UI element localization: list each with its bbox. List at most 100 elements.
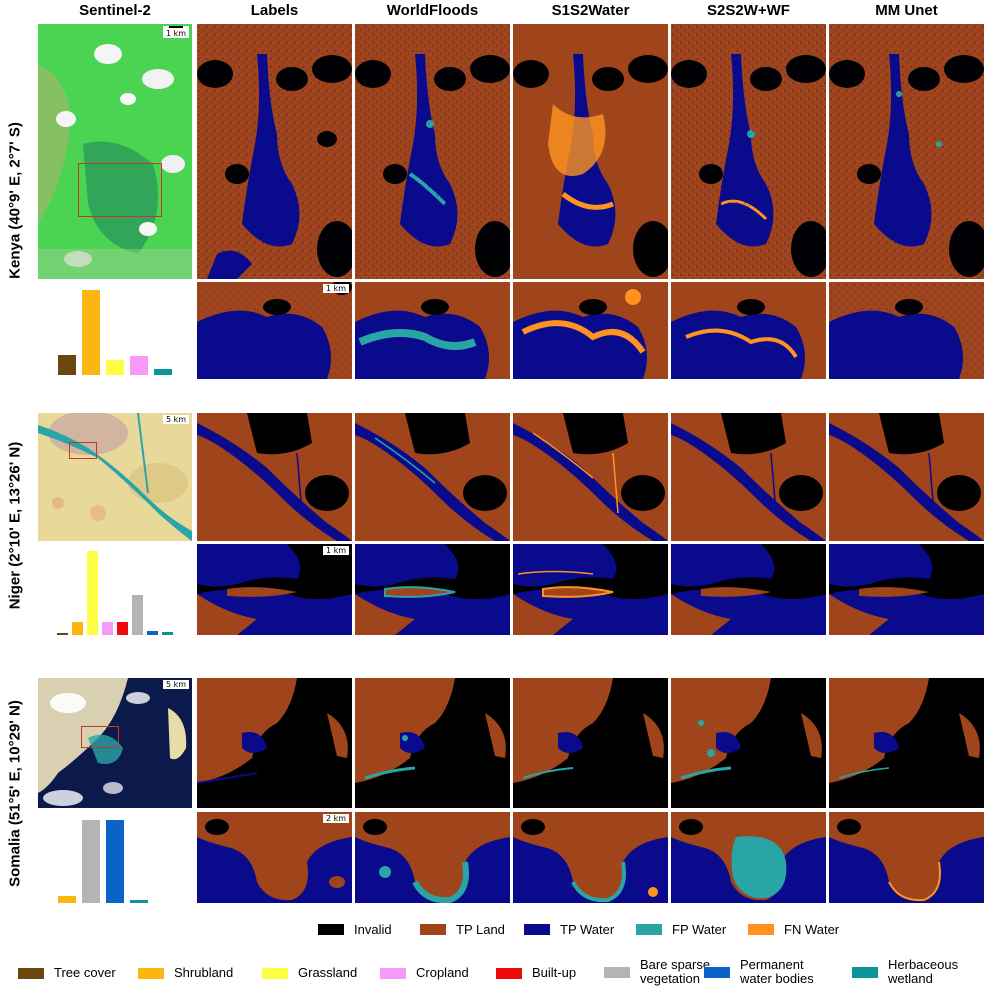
somalia-s1s2water-zoom [513,812,668,903]
legend-swatch [18,967,44,979]
legend-swatch [380,967,406,979]
scale-bar: 1 km [322,546,349,555]
zoom-region-box [78,163,162,217]
somalia-s2s2w-wf-zoom [671,812,826,903]
kenya-worldfloods-map [355,24,510,279]
niger-s1s2water-map [513,413,668,541]
somalia-mm-unet-zoom [829,812,984,903]
legend-label: Bare sparse vegetation [640,957,711,986]
kenya-s1s2water-map [513,24,668,279]
histogram-bar-permanent-water-bodies [105,819,125,903]
kenya-landcover-histogram [55,288,175,375]
kenya-s1s2water-zoom [513,282,668,379]
histogram-bar-built-up [116,622,129,635]
niger-mm-unet-zoom [829,544,984,635]
kenya-s2s2w-wf-map [671,24,826,279]
niger-labels-zoom: 1 km [197,544,352,635]
legend-swatch [262,967,288,979]
scale-bar: 1 km [162,26,189,38]
niger-s2s2w-wf-zoom [671,544,826,635]
column-header-s2s2w-wf: S2S2W+WF [707,2,790,19]
landcover-legend-item-permanent-water-bodies: Permanent water bodies [704,958,814,986]
histogram-bar-herbaceous-wetland [153,368,173,375]
scale-bar: 2 km [322,814,349,823]
niger-s2s2w-wf-map [671,413,826,541]
legend-label: FP Water [672,922,727,937]
kenya-sentinel2-image: 1 km [38,24,192,279]
legend-swatch [138,967,164,979]
kenya-mm-unet-zoom [829,282,984,379]
histogram-bar-cropland [129,355,149,375]
histogram-bar-herbaceous-wetland [161,632,174,635]
legend-label: Permanent water bodies [740,957,814,986]
zoom-region-box [81,726,119,748]
somalia-labels-zoom: 2 km [197,812,352,903]
somalia-worldfloods-zoom [355,812,510,903]
kenya-labels-zoom: 1 km [197,282,352,379]
somalia-s1s2water-map [513,678,668,808]
niger-landcover-histogram [55,551,175,635]
legend-item-invalid: Invalid [318,922,392,937]
legend-label: FN Water [784,922,840,937]
row-label-kenya: Kenya (40°9' E, 2°7' S) [6,122,24,279]
kenya-s2s2w-wf-zoom [671,282,826,379]
kenya-labels-map [197,24,352,279]
legend-swatch [852,966,878,978]
histogram-bar-shrubland [57,896,77,903]
niger-worldfloods-map [355,413,510,541]
scale-bar: 5 km [162,680,189,689]
niger-sentinel2-image: 5 km [38,413,192,541]
zoom-region-box [69,442,97,459]
histogram-bar-tree-cover [56,633,69,635]
column-header-labels: Labels [250,2,299,19]
landcover-legend-item-built-up: Built-up [496,966,576,980]
landcover-legend-item-cropland: Cropland [380,966,469,980]
somalia-landcover-histogram [55,818,175,903]
histogram-bar-shrubland [81,289,101,375]
histogram-bar-cropland [101,621,114,635]
landcover-legend-item-tree-cover: Tree cover [18,966,116,980]
scale-bar: 1 km [322,284,349,293]
histogram-bar-bare-sparse-vegetation [131,594,144,635]
legend-item-tp-land: TP Land [420,922,505,937]
legend-item-tp-water: TP Water [524,922,614,937]
niger-s1s2water-zoom [513,544,668,635]
legend-label: Tree cover [54,965,116,980]
histogram-bar-bare-sparse-vegetation [81,819,101,903]
column-header-worldfloods: WorldFloods [386,2,479,19]
landcover-legend: Tree cover Shrubland Grassland Cropland Buil… [0,955,1000,992]
column-header-s1s2water: S1S2Water [551,2,630,19]
legend-swatch [748,924,774,935]
landcover-legend-item-shrubland: Shrubland [138,966,233,980]
legend-swatch [420,924,446,935]
histogram-bar-herbaceous-wetland [129,900,149,903]
prediction-legend: Invalid TP Land TP Water FP Water FN Water [318,922,998,940]
histogram-bar-grassland [86,551,99,635]
legend-swatch [704,966,730,978]
legend-label: Herbaceous wetland [888,957,959,986]
legend-label: Invalid [354,922,392,937]
legend-swatch [496,967,522,979]
niger-mm-unet-map [829,413,984,541]
somalia-worldfloods-map [355,678,510,808]
legend-swatch [524,924,550,935]
row-label-somalia: Somalia (51°5' E, 10°29' N) [6,700,24,887]
histogram-bar-permanent-water-bodies [146,630,159,635]
legend-item-fp-water: FP Water [636,922,726,937]
legend-swatch [604,966,630,978]
scale-bar: 5 km [162,415,189,424]
somalia-s2s2w-wf-map [671,678,826,808]
row-label-niger: Niger (2°10' E, 13°26' N) [6,441,24,610]
niger-labels-map [197,413,352,541]
landcover-legend-item-herbaceous-wetland: Herbaceous wetland [852,958,958,986]
legend-label: TP Land [456,922,505,937]
legend-label: Built-up [532,965,577,980]
somalia-sentinel2-image: 5 km [38,678,192,808]
legend-label: Shrubland [174,965,234,980]
kenya-worldfloods-zoom [355,282,510,379]
legend-label: Grassland [298,965,358,980]
histogram-bar-shrubland [71,622,84,635]
legend-label: TP Water [560,922,615,937]
legend-swatch [318,924,344,935]
landcover-legend-item-bare-sparse-vegetation: Bare sparse vegetation [604,958,710,986]
